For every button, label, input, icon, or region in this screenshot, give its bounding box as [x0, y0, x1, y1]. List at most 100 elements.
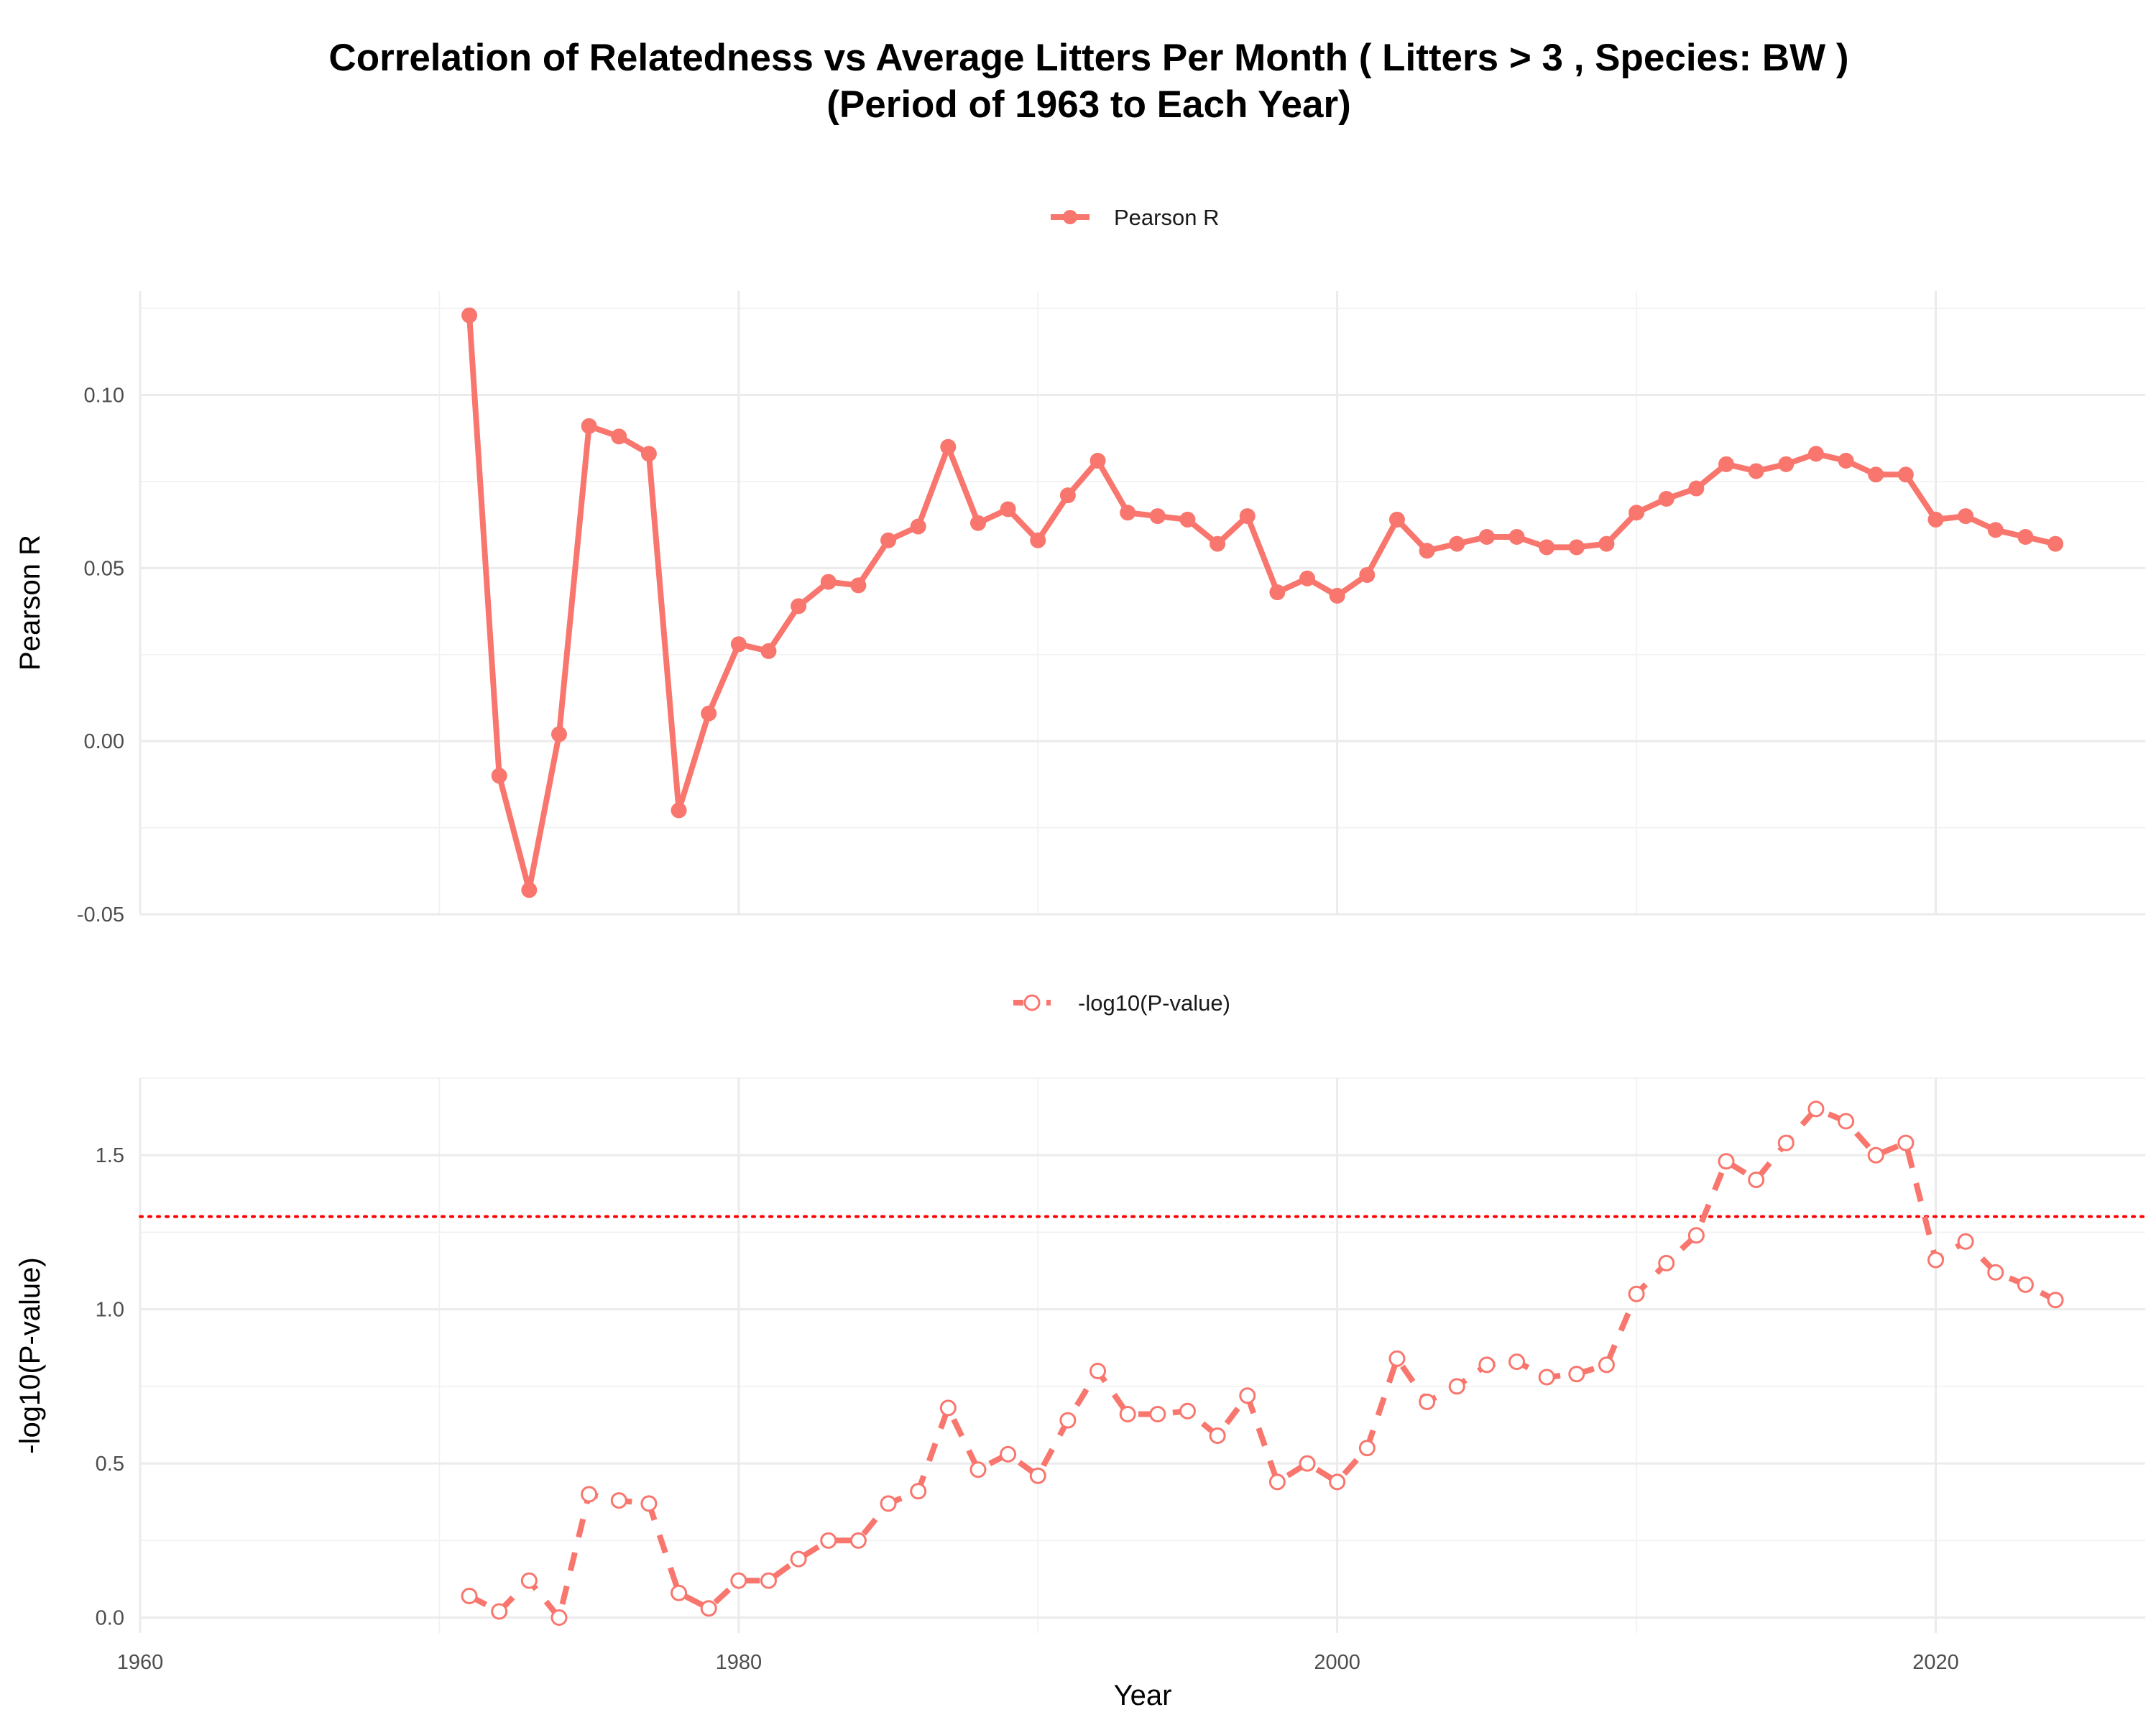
data-point [1628, 505, 1645, 521]
data-point [671, 1584, 688, 1601]
data-point [1358, 1440, 1376, 1457]
x-tick-label: 2000 [1314, 1651, 1360, 1674]
data-point [969, 515, 986, 531]
x-axis-title: Year [1114, 1680, 1172, 1711]
data-point [1868, 466, 1884, 483]
data-point [1419, 1393, 1436, 1410]
y-tick-label: 0.05 [84, 557, 124, 580]
data-point [849, 1532, 867, 1549]
data-point [1867, 1146, 1884, 1164]
data-point [1748, 463, 1764, 479]
data-point [850, 577, 867, 594]
data-point [1568, 1366, 1585, 1383]
y-tick-label: -0.05 [77, 903, 124, 926]
data-point [1539, 539, 1555, 556]
data-point [940, 438, 957, 455]
panel-pearson-r: -0.05 0.00 0.05 0.10 Pearson R [14, 291, 2145, 926]
data-point [581, 418, 597, 434]
data-point [1239, 1387, 1256, 1404]
data-point [1688, 480, 1705, 497]
data-point [461, 307, 478, 323]
data-point [1000, 1445, 1017, 1463]
data-point [1718, 1153, 1735, 1170]
data-point [1239, 508, 1256, 525]
data-point [969, 1461, 987, 1478]
x-tick-label: 1980 [716, 1651, 763, 1674]
data-point [1210, 535, 1226, 552]
data-point [1508, 528, 1525, 545]
data-point [1000, 501, 1016, 518]
data-point [1329, 587, 1345, 604]
chart-title-line-2: (Period of 1963 to Each Year) [826, 83, 1351, 126]
data-point [1299, 570, 1316, 586]
data-point [2017, 1276, 2034, 1293]
data-point [1388, 511, 1405, 528]
data-point [610, 1492, 627, 1509]
data-point [1777, 1134, 1795, 1151]
data-point [1598, 535, 1615, 552]
data-point [611, 428, 627, 445]
data-point [1838, 1113, 1855, 1130]
data-point [2047, 535, 2064, 552]
data-point [820, 574, 837, 590]
data-point [791, 598, 807, 615]
data-point [700, 1600, 717, 1617]
data-point [550, 1609, 568, 1627]
x-tick-label: 1960 [117, 1651, 164, 1674]
data-point [1807, 1100, 1825, 1118]
data-point [1987, 522, 2004, 538]
data-point [1538, 1368, 1555, 1386]
data-point [880, 1495, 897, 1512]
data-point [1987, 1264, 2004, 1281]
data-point [790, 1550, 807, 1568]
data-point [880, 532, 897, 548]
data-point [1269, 584, 1286, 601]
panel-neg-log10-p: 0.0 0.5 1.0 1.5 1960 1980 2000 2020 -log10(P-val… [14, 1077, 2147, 1711]
y-tick-label: 0.00 [84, 730, 124, 753]
data-point [521, 882, 538, 898]
y-tick-label: 1.5 [96, 1144, 124, 1167]
data-point [1388, 1350, 1406, 1367]
data-point [1927, 1251, 1945, 1269]
data-point [1448, 1378, 1465, 1395]
legend-neg-log10-p-marker [1023, 994, 1041, 1011]
data-point [1299, 1455, 1316, 1472]
data-point [1179, 1402, 1196, 1420]
data-point [2017, 528, 2034, 545]
data-point [760, 1572, 777, 1589]
legend-neg-log10-p-label: -log10(P-value) [1078, 990, 1230, 1016]
data-point [730, 636, 747, 653]
data-point [1329, 1473, 1346, 1491]
data-point [1958, 508, 1974, 525]
y-tick-label: 0.0 [96, 1607, 124, 1630]
data-point [1807, 446, 1824, 462]
data-point [1119, 1405, 1136, 1422]
data-point [1778, 456, 1795, 472]
data-point [1478, 1356, 1496, 1374]
data-point [640, 1495, 658, 1512]
data-point [1568, 539, 1585, 556]
data-point [671, 802, 687, 819]
data-point [1748, 1172, 1765, 1189]
data-point [1658, 491, 1674, 507]
legend-pearson-r-label: Pearson R [1114, 205, 1219, 230]
legend-pearson-r: Pearson R [1051, 205, 1219, 230]
legend-neg-log10-p: -log10(P-value) [1013, 990, 1230, 1016]
data-point [1628, 1285, 1645, 1302]
data-point [1089, 453, 1106, 469]
chart-title-line-1: Correlation of Relatedness vs Average Li… [328, 37, 1848, 79]
y-tick-label: 0.5 [96, 1453, 124, 1476]
data-point [760, 643, 777, 659]
data-point [640, 446, 657, 462]
data-point [1179, 511, 1196, 528]
x-tick-label: 2020 [1912, 1651, 1959, 1674]
data-point [730, 1572, 747, 1589]
data-point [1598, 1356, 1615, 1374]
data-point [581, 1486, 598, 1503]
data-point [1658, 1254, 1675, 1271]
data-point [1718, 456, 1735, 472]
data-point [1089, 1362, 1107, 1379]
data-point [461, 1588, 478, 1605]
data-point [1120, 505, 1136, 521]
data-point [550, 726, 567, 742]
